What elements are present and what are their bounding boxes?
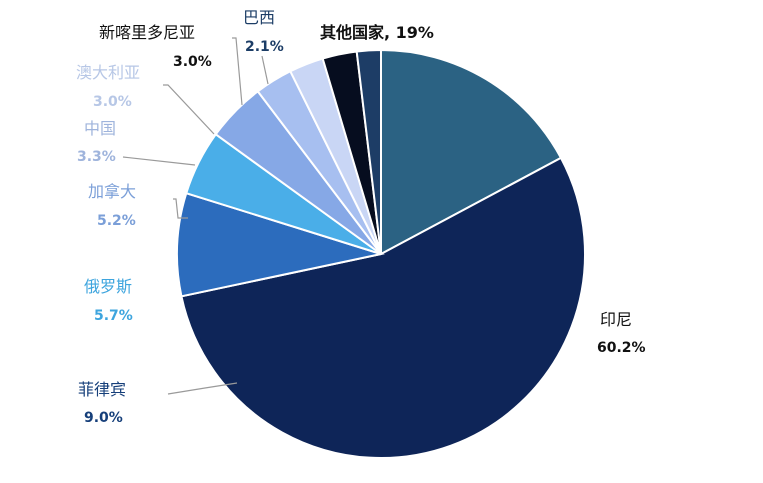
leader-line-3 (167, 382, 238, 395)
slice-percent-label-6: 3.3% (77, 149, 116, 165)
slice-label-1: 其他国家, 19% (320, 23, 434, 42)
slice-percent-label-5: 5.2% (97, 213, 136, 229)
pie-slice-2 (180, 156, 586, 459)
pie-slice-3 (176, 191, 385, 298)
leader-line-8 (232, 37, 243, 106)
slice-name-label-5: 加拿大 (88, 182, 136, 201)
leader-line-5 (173, 198, 188, 219)
leader-line-9 (261, 55, 269, 85)
slice-percent-label-9: 2.1% (245, 39, 284, 55)
pie-slice-1 (380, 48, 563, 256)
slice-percent-label-3: 9.0% (84, 410, 123, 426)
slice-name-label-2: 印尼 (600, 310, 632, 329)
slice-percent-label-7: 3.0% (93, 94, 132, 110)
pie-slice-9 (355, 48, 382, 255)
slice-name-label-3: 菲律宾 (78, 380, 126, 399)
slice-percent-label-2: 60.2% (597, 340, 646, 356)
slice-name-label-9: 巴西 (243, 8, 275, 27)
slice-name-label-4: 俄罗斯 (84, 277, 132, 296)
slice-percent-label-8: 3.0% (173, 54, 212, 70)
leader-line-6 (122, 156, 196, 166)
slice-name-label-6: 中国 (84, 119, 116, 138)
slice-name-label-7: 澳大利亚 (76, 63, 140, 82)
slice-name-label-8: 新喀里多尼亚 (99, 23, 195, 42)
leader-line-7 (163, 84, 215, 135)
slice-percent-label-4: 5.7% (94, 308, 133, 324)
